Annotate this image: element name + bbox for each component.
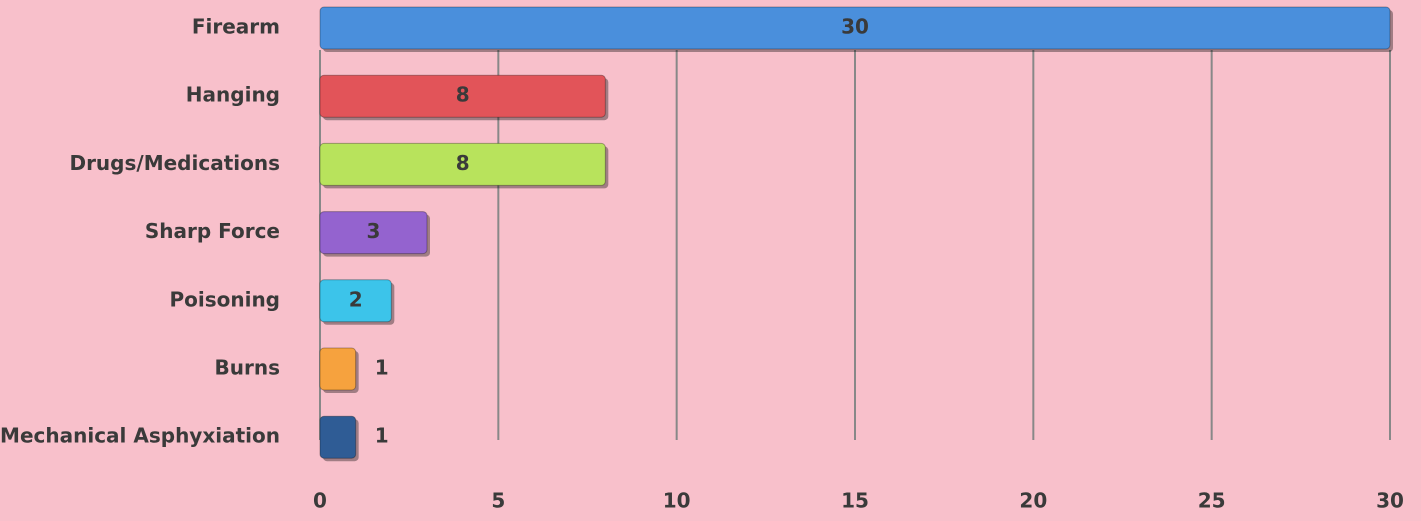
- bar: [319, 347, 357, 391]
- y-tick-label: Sharp Force: [145, 219, 280, 243]
- y-tick-label: Drugs/Medications: [69, 151, 280, 175]
- value-label: 8: [456, 151, 470, 175]
- x-tick-label: 20: [1019, 489, 1047, 513]
- value-label: 1: [375, 356, 389, 380]
- x-tick-label: 5: [491, 489, 505, 513]
- y-tick-label: Poisoning: [169, 287, 280, 311]
- value-label: 1: [375, 424, 389, 448]
- bar: [319, 74, 606, 118]
- y-tick-label: Mechanical Asphyxiation: [0, 424, 280, 448]
- x-tick-label: 0: [313, 489, 327, 513]
- x-tick-label: 15: [841, 489, 869, 513]
- y-tick-label: Burns: [215, 356, 281, 380]
- value-label: 30: [841, 15, 869, 39]
- bar: [319, 415, 357, 459]
- value-label: 2: [349, 287, 363, 311]
- value-label: 8: [456, 83, 470, 107]
- y-tick-label: Firearm: [192, 15, 280, 39]
- x-tick-label: 10: [663, 489, 691, 513]
- bar: [319, 142, 606, 186]
- bar: [319, 211, 428, 255]
- value-label: 3: [367, 219, 381, 243]
- y-tick-label: Hanging: [186, 83, 280, 107]
- x-tick-label: 25: [1198, 489, 1226, 513]
- bar: [319, 279, 392, 323]
- x-tick-label: 30: [1376, 489, 1404, 513]
- bar: [319, 6, 1391, 50]
